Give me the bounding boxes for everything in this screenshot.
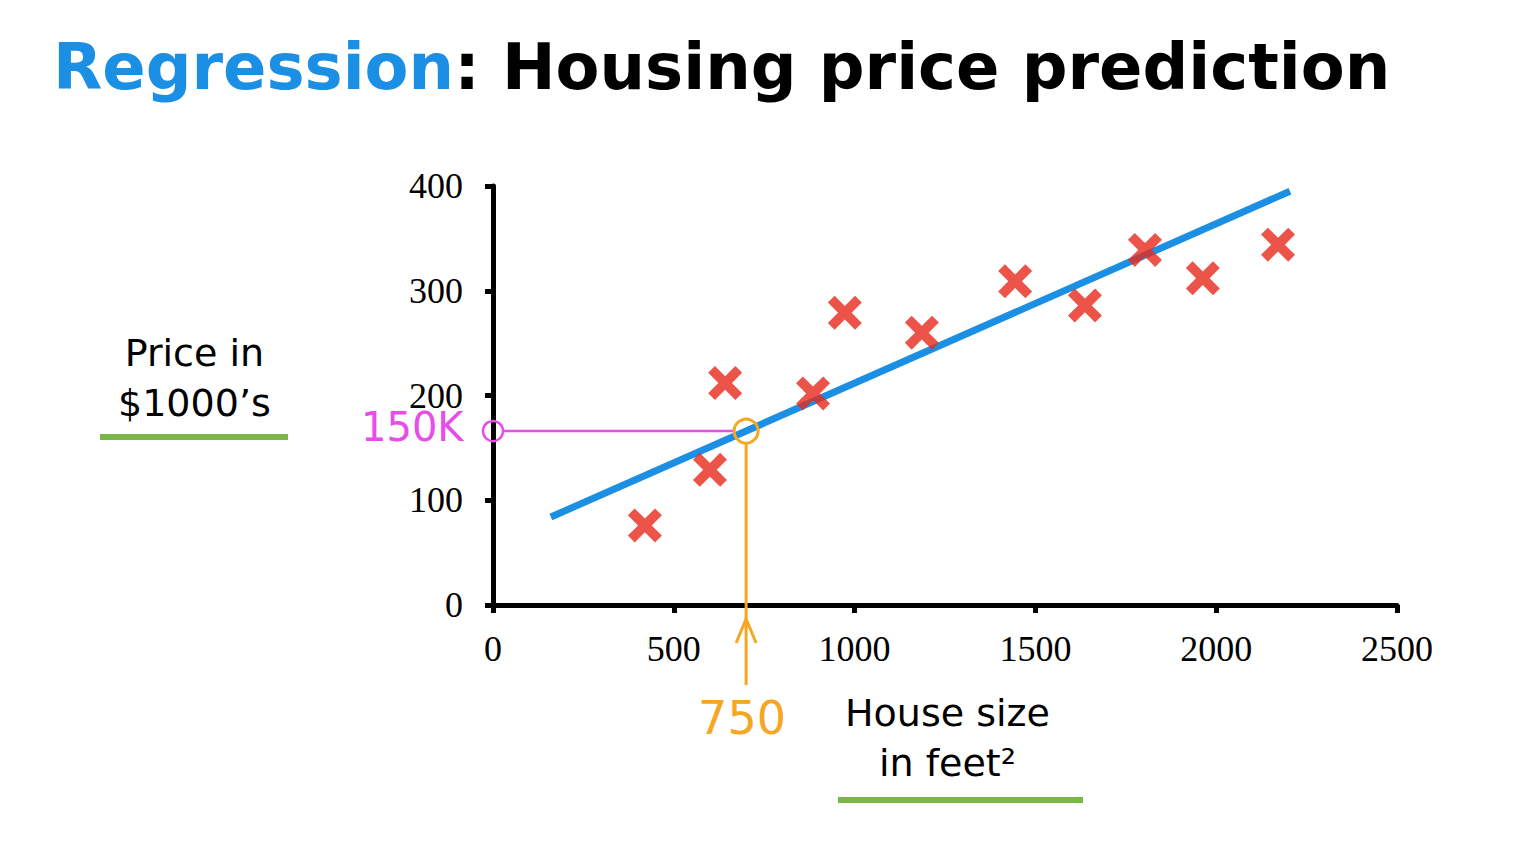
svg-text:0: 0 [484,629,502,669]
svg-text:House size: House size [845,691,1050,735]
svg-text:400: 400 [409,166,463,206]
svg-text:1000: 1000 [819,629,891,669]
svg-text:300: 300 [409,271,463,311]
svg-text:$1000’s: $1000’s [118,381,271,425]
svg-text:100: 100 [409,480,463,520]
svg-text:in feet²: in feet² [879,741,1016,785]
svg-text:750: 750 [698,691,786,745]
svg-text:1500: 1500 [999,629,1071,669]
svg-text:500: 500 [647,629,701,669]
svg-text:2500: 2500 [1361,629,1433,669]
svg-text:: Housing price prediction: : Housing price prediction [454,30,1390,104]
svg-text:200: 200 [409,375,463,416]
svg-text:Regression: Regression [53,30,454,104]
svg-text:0: 0 [445,585,463,625]
svg-text:150K: 150K [361,404,465,450]
svg-text:Price in: Price in [125,331,264,375]
svg-text:2000: 2000 [1180,629,1252,669]
